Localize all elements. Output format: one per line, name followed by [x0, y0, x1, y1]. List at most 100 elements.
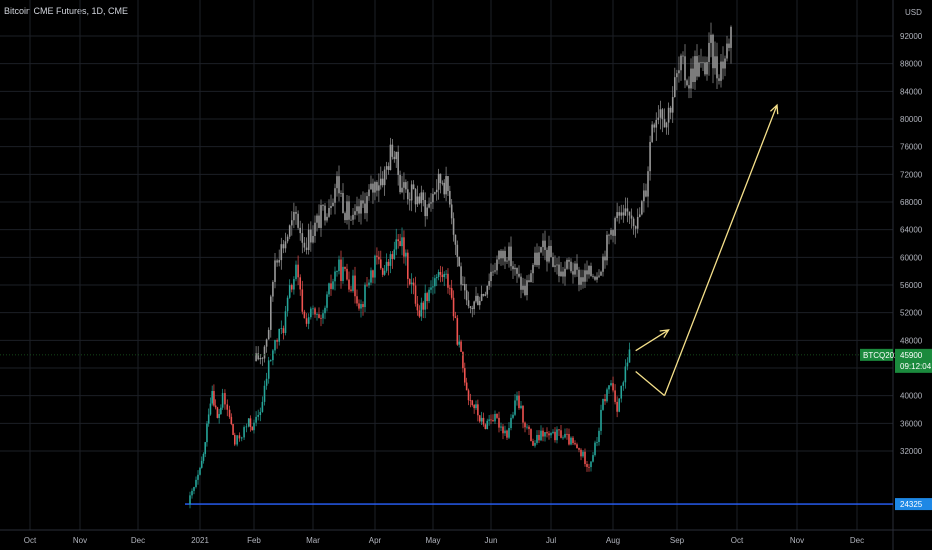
candle-body [234, 434, 236, 445]
candle-body [620, 385, 623, 399]
candle-body [488, 419, 490, 421]
candle-body [286, 236, 289, 242]
candle-body [364, 203, 366, 214]
candle-body [657, 117, 660, 120]
x-tick-label: Oct [24, 536, 37, 545]
candle-body [437, 173, 440, 190]
candle-body [624, 366, 627, 383]
candle-body [410, 184, 413, 201]
candle-body [524, 422, 526, 428]
candle-body [458, 256, 460, 267]
candle-body [332, 202, 334, 206]
candle-body [504, 430, 506, 434]
candle-body [548, 433, 550, 436]
candle-body [346, 268, 348, 280]
candle-body [560, 271, 562, 277]
candle-body [542, 430, 544, 437]
candle-body [546, 249, 548, 262]
candle-body [512, 266, 514, 270]
candle-body [568, 259, 570, 262]
candle-body [564, 268, 566, 277]
x-tick-label: Nov [73, 536, 87, 545]
candle-body [405, 252, 407, 257]
candle-body [397, 239, 399, 242]
candle-body [450, 288, 453, 298]
candle-body [434, 278, 436, 287]
y-tick-label: 36000 [900, 419, 923, 428]
candle-body [452, 297, 455, 317]
candle-body [445, 176, 447, 195]
candle-body [195, 479, 197, 488]
candle-body [299, 227, 301, 234]
candle-body [376, 255, 378, 257]
candle-body [383, 270, 386, 275]
time-axis[interactable]: Oct Nov Dec 2021 Feb Mar Apr May Jun Jul Aug Sep Oct… [24, 536, 864, 545]
candle-body [189, 495, 191, 505]
candle-body [316, 314, 318, 316]
candle-body [454, 316, 457, 319]
candle-body [435, 189, 438, 193]
candle-body [580, 277, 582, 285]
candle-body [426, 293, 428, 302]
candle-body [261, 357, 264, 359]
y-tick-label: 76000 [900, 143, 923, 152]
candle-body [424, 200, 426, 217]
candle-body [598, 430, 600, 442]
candle-body [232, 424, 234, 435]
y-tick-label: 88000 [900, 60, 923, 69]
candle-body [636, 216, 639, 229]
candle-body [378, 185, 380, 191]
candle-body [496, 259, 498, 271]
candle-body [730, 26, 732, 48]
candle-body [475, 295, 477, 302]
candle-body [336, 271, 338, 272]
candle-body [460, 341, 462, 352]
candle-body [221, 393, 224, 408]
candle-body [582, 277, 584, 282]
candle-body [564, 433, 566, 438]
candle-body [722, 61, 724, 69]
candle-body [538, 252, 540, 266]
candle-body [338, 176, 340, 194]
candle-body [614, 390, 616, 402]
candle-body [403, 182, 405, 188]
candle-body [465, 382, 468, 391]
candle-body [263, 346, 266, 359]
candle-body [348, 279, 350, 290]
candle-body [447, 176, 449, 191]
candle-body [249, 418, 252, 428]
candle-body [467, 390, 470, 401]
chart-title: Bitcoin CME Futures, 1D, CME [4, 6, 129, 16]
candle-body [496, 413, 498, 418]
candle-body [236, 435, 238, 445]
candle-body [202, 453, 205, 461]
candle-body [665, 122, 668, 128]
candle-body [618, 212, 620, 216]
x-tick-label: Jun [485, 536, 498, 545]
candle-body [381, 178, 384, 186]
x-tick-label: Sep [670, 536, 685, 545]
candle-body [412, 184, 415, 190]
price-axis[interactable]: 3200036000400004400048000520005600060000… [900, 8, 923, 456]
candle-body [647, 171, 649, 197]
candle-body [490, 419, 492, 421]
candle-body [458, 341, 460, 345]
candle-body [360, 200, 362, 214]
candle-body [220, 407, 222, 415]
candle-body [288, 285, 291, 298]
candle-body [572, 271, 574, 275]
candle-body [530, 273, 532, 283]
candle-body [280, 328, 283, 330]
candle-body [643, 190, 645, 202]
candle-body [500, 250, 502, 259]
candle-body [528, 280, 530, 283]
candle-body [544, 240, 546, 250]
candle-body [502, 250, 504, 259]
candle-body [362, 304, 364, 308]
candle-body [661, 109, 664, 120]
candle-body [356, 206, 358, 212]
candle-body [690, 68, 692, 89]
candle-body [332, 281, 334, 289]
candle-body [598, 275, 600, 277]
